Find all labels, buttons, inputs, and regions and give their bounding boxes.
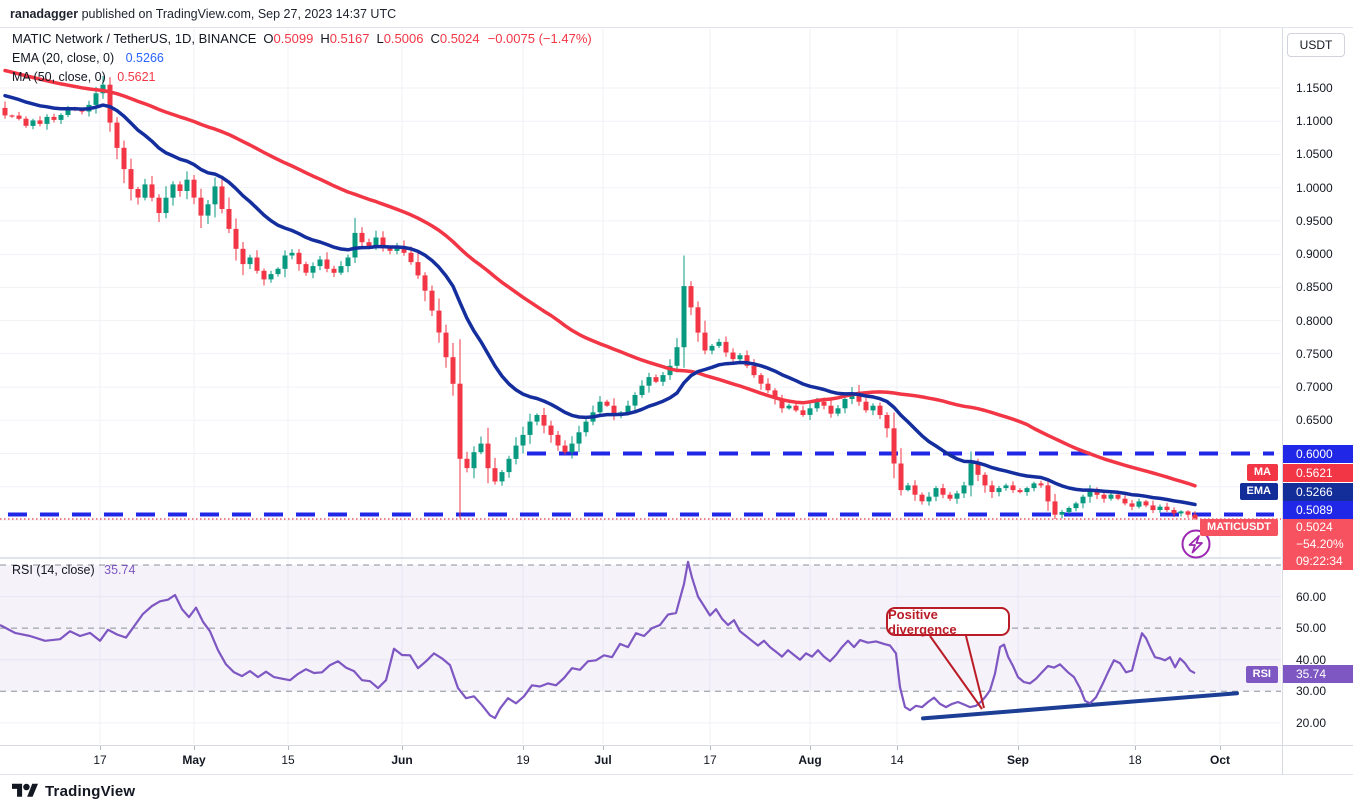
last-price: 0.5024 −54.20% 09:22:34 xyxy=(1283,519,1353,570)
divergence-pointer-line xyxy=(929,635,983,710)
time-tick-mark xyxy=(194,746,195,750)
ema-legend-row[interactable]: EMA (20, close, 0) 0.5266 xyxy=(12,49,592,67)
attribution-text: ranadagger published on TradingView.com,… xyxy=(10,6,397,21)
ma-label: MA (50, close, 0) xyxy=(12,70,106,84)
price-tick-label: 0.9000 xyxy=(1296,247,1333,261)
ohlc-value: 0.5006 xyxy=(383,31,424,46)
price-tick-label: 1.1500 xyxy=(1296,81,1333,95)
ema20-line xyxy=(3,93,1197,507)
time-tick-mark xyxy=(402,746,403,750)
level-0.5089: 0.5089 xyxy=(1283,501,1353,519)
attribution-bar: ranadagger published on TradingView.com,… xyxy=(0,0,1353,28)
time-tick-mark xyxy=(100,746,101,750)
ohlc-letter: O xyxy=(263,31,274,46)
ohlc-letter: H xyxy=(320,31,330,46)
price-tick-label: 0.7500 xyxy=(1296,347,1333,361)
chart-canvas[interactable] xyxy=(0,28,1281,745)
ma-value: 0.5621 xyxy=(117,70,156,84)
time-tick-mark xyxy=(288,746,289,750)
ma-legend-row[interactable]: MA (50, close, 0) 0.5621 xyxy=(12,68,592,86)
time-tick-label: Oct xyxy=(1209,753,1231,767)
time-axis[interactable]: 17 May 15 Jun 19 Jul 17 Aug 14 Sep 18 Oct xyxy=(0,745,1353,775)
rsi-line xyxy=(0,560,1196,720)
price-tick-label: 0.7000 xyxy=(1296,380,1333,394)
currency-toggle-button[interactable]: USDT xyxy=(1287,33,1345,57)
rsi-current-value: 35.74 xyxy=(104,563,136,577)
rsi-tick-label: 50.00 xyxy=(1296,621,1327,635)
chart-legend: MATIC Network / TetherUS, 1D, BINANCE O0.… xyxy=(12,30,592,87)
rsi-tick-label: 60.00 xyxy=(1296,590,1327,604)
time-tick-label: Sep xyxy=(1006,753,1030,767)
ohlc-value: 0.5024 xyxy=(439,31,480,46)
time-tick-label: May xyxy=(182,753,206,767)
ma50-line xyxy=(3,68,1197,488)
tradingview-brand-text[interactable]: TradingView xyxy=(45,782,136,800)
time-tick-label: 17 xyxy=(93,753,107,767)
rsi-legend-row[interactable]: RSI (14, close) 35.74 xyxy=(12,563,135,577)
time-tick-mark xyxy=(1018,746,1019,750)
rsi-tick-label: 40.00 xyxy=(1296,653,1327,667)
ohlc-value: 0.5167 xyxy=(329,31,370,46)
rsi-trendline xyxy=(921,691,1239,721)
price-tick-label: 1.0000 xyxy=(1296,181,1333,195)
time-tick-mark xyxy=(523,746,524,750)
positive-divergence-text: Positive divergence xyxy=(888,606,957,637)
price-tick-label: 0.8500 xyxy=(1296,280,1333,294)
price-tick-label: 0.9500 xyxy=(1296,214,1333,228)
time-tick-label: 15 xyxy=(281,753,295,767)
ema-label: EMA (20, close, 0) xyxy=(12,51,115,65)
positive-divergence-callout[interactable]: Positive divergence xyxy=(886,606,1010,637)
time-tick-label: 14 xyxy=(890,753,904,767)
time-tick-mark xyxy=(1220,746,1221,750)
level-0.6000: 0.6000 xyxy=(1283,445,1353,463)
lightning-marker[interactable] xyxy=(1181,529,1211,559)
price-axis[interactable]: USDT 1.1500 1.1000 1.0500 1.0000 0.9500 0.900… xyxy=(1282,28,1353,745)
time-tick-mark xyxy=(810,746,811,750)
rsi-tick-label: 20.00 xyxy=(1296,716,1327,730)
axis-divider xyxy=(1282,746,1283,775)
symbol-title: MATIC Network / TetherUS, 1D, BINANCE xyxy=(12,31,257,46)
rsi-tick-label: 30.00 xyxy=(1296,684,1327,698)
price-tick-label: 1.1000 xyxy=(1296,114,1333,128)
time-tick-label: 19 xyxy=(516,753,530,767)
time-tick-label: 17 xyxy=(703,753,717,767)
tradingview-logo-icon[interactable] xyxy=(12,780,38,802)
symbol-legend-row[interactable]: MATIC Network / TetherUS, 1D, BINANCE O0.… xyxy=(12,30,592,48)
ema-value: 0.5266 xyxy=(125,51,164,65)
price-tick-label: 0.6500 xyxy=(1296,413,1333,427)
ema-value: 0.5266 xyxy=(1283,483,1353,501)
rsi-label: RSI (14, close) xyxy=(12,563,95,577)
footer-bar: TradingView xyxy=(0,776,1353,806)
time-tick-label: Aug xyxy=(798,753,822,767)
time-tick-label: Jul xyxy=(594,753,612,767)
time-tick-mark xyxy=(897,746,898,750)
rsi-value: 35.74 xyxy=(1283,665,1353,683)
time-tick-mark xyxy=(1135,746,1136,750)
price-tick-label: 0.8000 xyxy=(1296,314,1333,328)
ma-value: 0.5621 xyxy=(1283,464,1353,482)
time-tick-label: 18 xyxy=(1128,753,1142,767)
price-tick-label: 1.0500 xyxy=(1296,147,1333,161)
time-tick-mark xyxy=(710,746,711,750)
time-tick-label: Jun xyxy=(391,753,413,767)
ohlc-value: 0.5099 xyxy=(273,31,314,46)
divergence-pointer-line xyxy=(965,635,985,709)
time-tick-mark xyxy=(603,746,604,750)
change-value: −0.0075 (−1.47%) xyxy=(487,31,592,46)
ohlc-letter: C xyxy=(430,31,440,46)
ohlc-letter: L xyxy=(376,31,384,46)
